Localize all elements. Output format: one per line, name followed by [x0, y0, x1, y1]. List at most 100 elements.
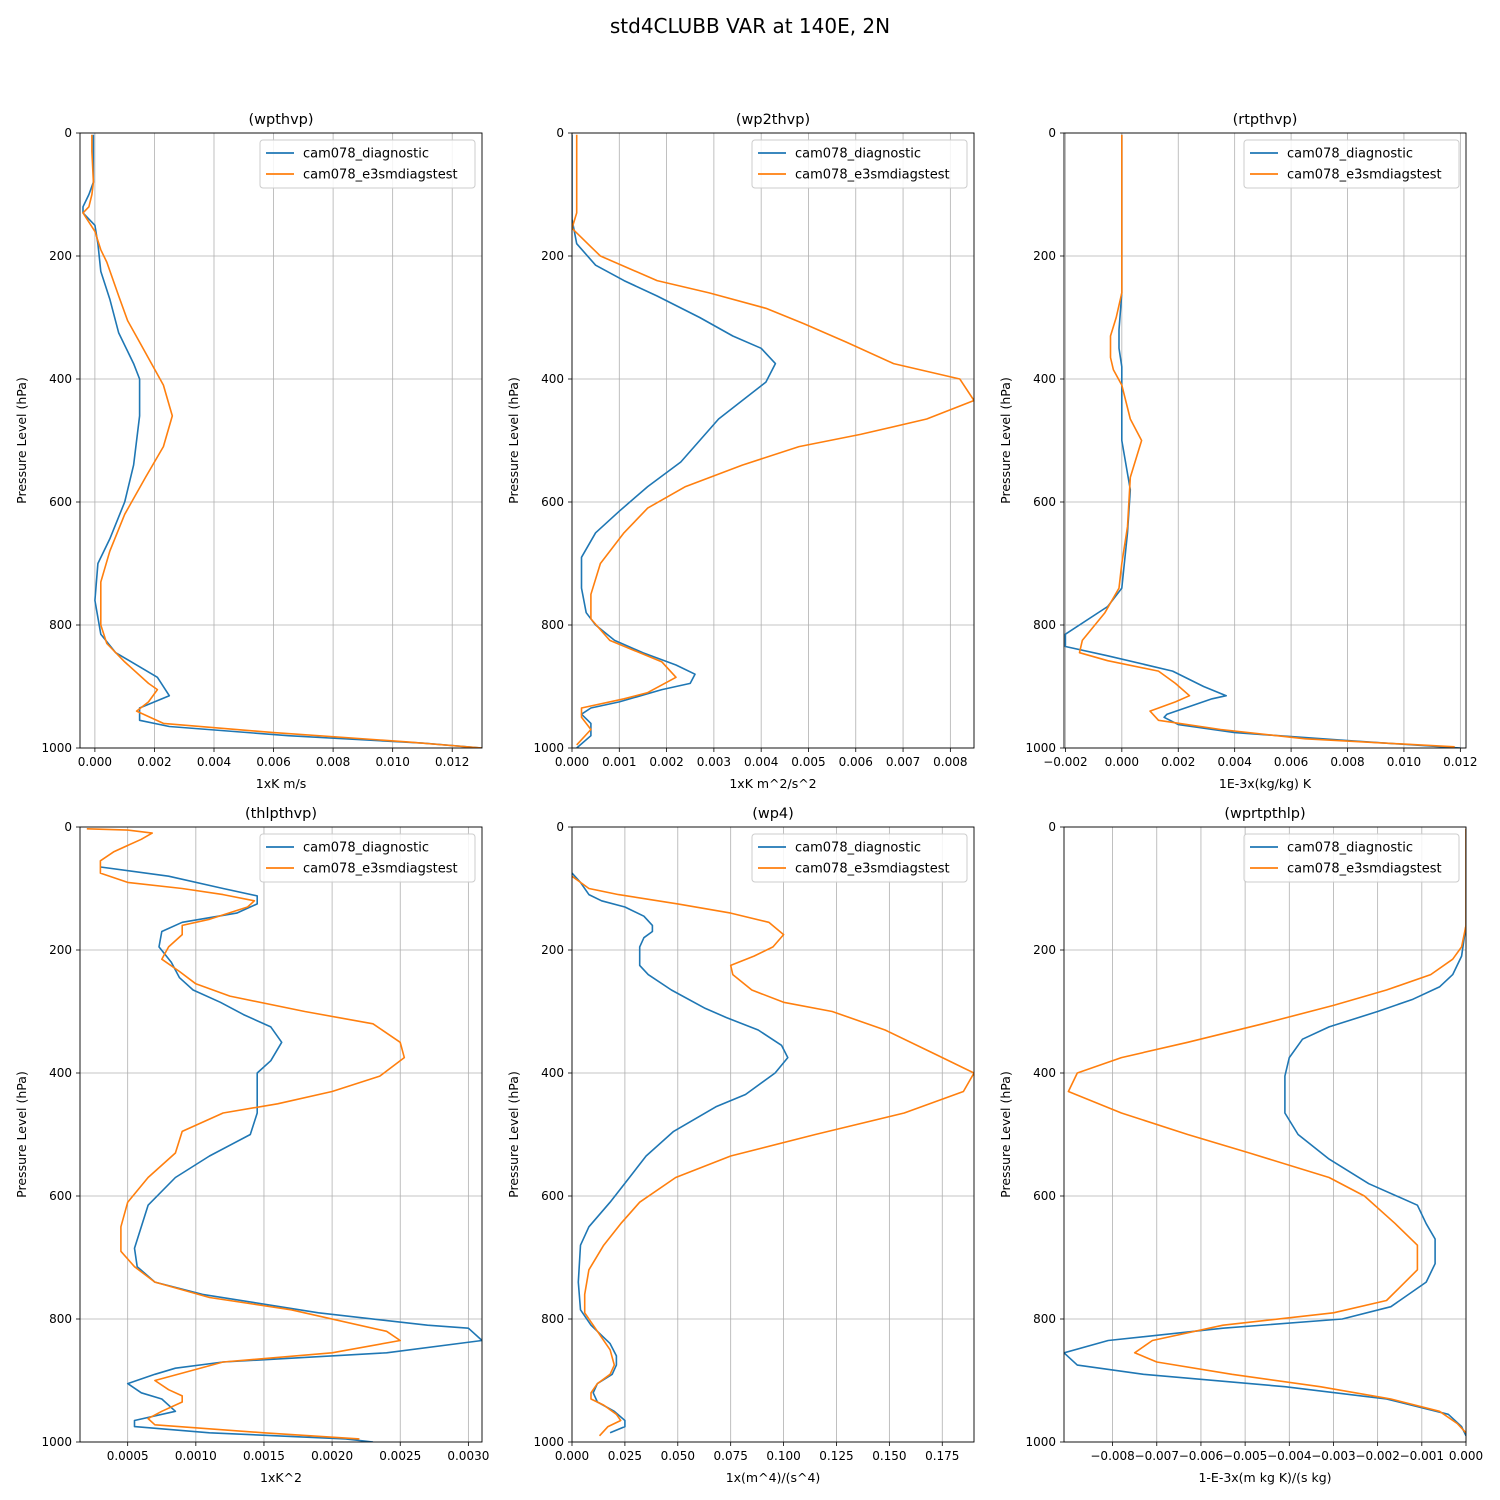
- series-line-1: [82, 134, 482, 748]
- y-axis-label: Pressure Level (hPa): [14, 1071, 29, 1198]
- y-tick-label: 400: [541, 1066, 564, 1080]
- y-tick-label: 1000: [41, 741, 72, 755]
- y-tick-label: 1000: [1025, 741, 1056, 755]
- y-tick-label: 800: [541, 1312, 564, 1326]
- x-axis-label: 1xK m/s: [256, 776, 306, 791]
- x-tick-label: 0.025: [608, 1449, 642, 1463]
- legend-label: cam078_diagnostic: [303, 147, 429, 162]
- y-tick-label: 0: [556, 820, 564, 834]
- legend-box: [1243, 833, 1460, 883]
- legend: cam078_diagnostic cam078_e3smdiagstest: [751, 139, 968, 189]
- y-tick-label: 200: [1033, 249, 1056, 263]
- x-tick-label: 0.0030: [447, 1449, 489, 1463]
- subplot-title: (thlpthvp): [245, 806, 317, 822]
- x-tick-label: 0.0020: [311, 1449, 353, 1463]
- x-tick-label: −0.006: [1179, 1449, 1223, 1463]
- y-tick-label: 600: [1033, 495, 1056, 509]
- figure-title: std4CLUBB VAR at 140E, 2N: [609, 14, 891, 38]
- x-tick-label: 0.0010: [175, 1449, 217, 1463]
- y-tick-label: 0: [64, 126, 72, 140]
- y-tick-label: 0: [556, 126, 564, 140]
- axes-frame: [571, 132, 975, 749]
- series-line-1: [572, 134, 777, 748]
- y-tick-label: 800: [541, 618, 564, 632]
- x-tick-label: 0.001: [602, 755, 636, 769]
- x-tick-label: 0.005: [791, 755, 825, 769]
- y-tick-label: 400: [49, 372, 72, 386]
- legend-label: cam078_diagnostic: [303, 841, 429, 856]
- x-tick-label: 0.000: [1449, 1449, 1483, 1463]
- subplot-5: 0.000 0.025 0.050 0.075 0.100 0.125 0.150 0.175…: [506, 806, 975, 1485]
- legend-box: [751, 139, 968, 189]
- x-axis-label: 1xK^2: [260, 1470, 302, 1485]
- x-tick-label: 0.000: [555, 755, 589, 769]
- series-line-1: [100, 866, 482, 1442]
- y-tick-label: 800: [49, 1312, 72, 1326]
- y-tick-label: 800: [49, 618, 72, 632]
- series-line-1: [1064, 828, 1466, 1437]
- x-tick-label: 0.008: [316, 755, 350, 769]
- x-tick-label: 0.0005: [107, 1449, 149, 1463]
- y-axis-label: Pressure Level (hPa): [506, 377, 521, 504]
- y-tick-label: 800: [1033, 1312, 1056, 1326]
- legend-label: cam078_e3smdiagstest: [1287, 862, 1442, 877]
- legend: cam078_diagnostic cam078_e3smdiagstest: [751, 833, 968, 883]
- x-tick-label: 0.004: [197, 755, 231, 769]
- axes-frame: [79, 132, 483, 749]
- x-axis-label: 1xK m^2/s^2: [729, 776, 816, 791]
- subplot-1: 0.000 0.002 0.004 0.006 0.008 0.010 0.012 0 200 4…: [14, 112, 483, 791]
- series-group: [82, 134, 482, 748]
- legend-label: cam078_e3smdiagstest: [303, 862, 458, 877]
- x-axis-label: 1-E-3x(m kg K)/(s kg): [1198, 1470, 1331, 1485]
- y-tick-label: 200: [49, 249, 72, 263]
- subplot-title: (rtpthvp): [1233, 112, 1298, 128]
- y-tick-label: 0: [1048, 820, 1056, 834]
- x-tick-label: −0.008: [1090, 1449, 1134, 1463]
- series-group: [1064, 134, 1461, 748]
- legend-box: [1243, 139, 1460, 189]
- axes-frame: [1063, 826, 1467, 1443]
- subplot-title: (wprtpthlp): [1224, 806, 1305, 822]
- x-tick-label: 0.125: [819, 1449, 853, 1463]
- x-tick-label: 0.002: [649, 755, 683, 769]
- x-tick-label: 0.002: [1161, 755, 1195, 769]
- x-tick-label: 0.008: [1330, 755, 1364, 769]
- legend: cam078_diagnostic cam078_e3smdiagstest: [1243, 139, 1460, 189]
- y-axis-label: Pressure Level (hPa): [998, 1071, 1013, 1198]
- y-axis-label: Pressure Level (hPa): [506, 1071, 521, 1198]
- series-line-1: [572, 872, 789, 1434]
- x-tick-label: 0.150: [872, 1449, 906, 1463]
- legend-box: [259, 833, 476, 883]
- x-axis-label: 1x(m^4)/(s^4): [726, 1470, 821, 1485]
- subplot-title: (wpthvp): [248, 112, 313, 128]
- y-tick-label: 200: [541, 249, 564, 263]
- subplot-title: (wp2thvp): [736, 112, 810, 128]
- x-tick-label: 0.000: [78, 755, 112, 769]
- subplot-4: 0.0005 0.0010 0.0015 0.0020 0.0025 0.0030 0 200…: [14, 806, 489, 1485]
- y-axis-label: Pressure Level (hPa): [998, 377, 1013, 504]
- legend-box: [259, 139, 476, 189]
- y-tick-label: 200: [49, 943, 72, 957]
- y-tick-label: 200: [1033, 943, 1056, 957]
- legend-label: cam078_e3smdiagstest: [795, 862, 950, 877]
- y-tick-label: 400: [1033, 1066, 1056, 1080]
- subplot-6: −0.008 −0.007 −0.006 −0.005 −0.004 −0.003 −0.0…: [998, 806, 1483, 1485]
- y-tick-label: 200: [541, 943, 564, 957]
- x-tick-label: 0.004: [1217, 755, 1251, 769]
- y-tick-label: 1000: [1025, 1435, 1056, 1449]
- x-tick-label: 0.006: [256, 755, 290, 769]
- y-tick-label: 600: [49, 1189, 72, 1203]
- series-line-2: [572, 134, 974, 746]
- y-tick-label: 0: [1048, 126, 1056, 140]
- y-tick-label: 400: [1033, 372, 1056, 386]
- subplot-2: 0.000 0.001 0.002 0.003 0.004 0.005 0.006 0.007…: [506, 112, 975, 791]
- y-tick-label: 600: [541, 495, 564, 509]
- x-tick-label: −0.005: [1223, 1449, 1267, 1463]
- legend: cam078_diagnostic cam078_e3smdiagstest: [1243, 833, 1460, 883]
- x-tick-label: 0.012: [1443, 755, 1477, 769]
- y-tick-label: 1000: [533, 1435, 564, 1449]
- legend: cam078_diagnostic cam078_e3smdiagstest: [259, 139, 476, 189]
- x-tick-label: 0.003: [697, 755, 731, 769]
- y-tick-label: 800: [1033, 618, 1056, 632]
